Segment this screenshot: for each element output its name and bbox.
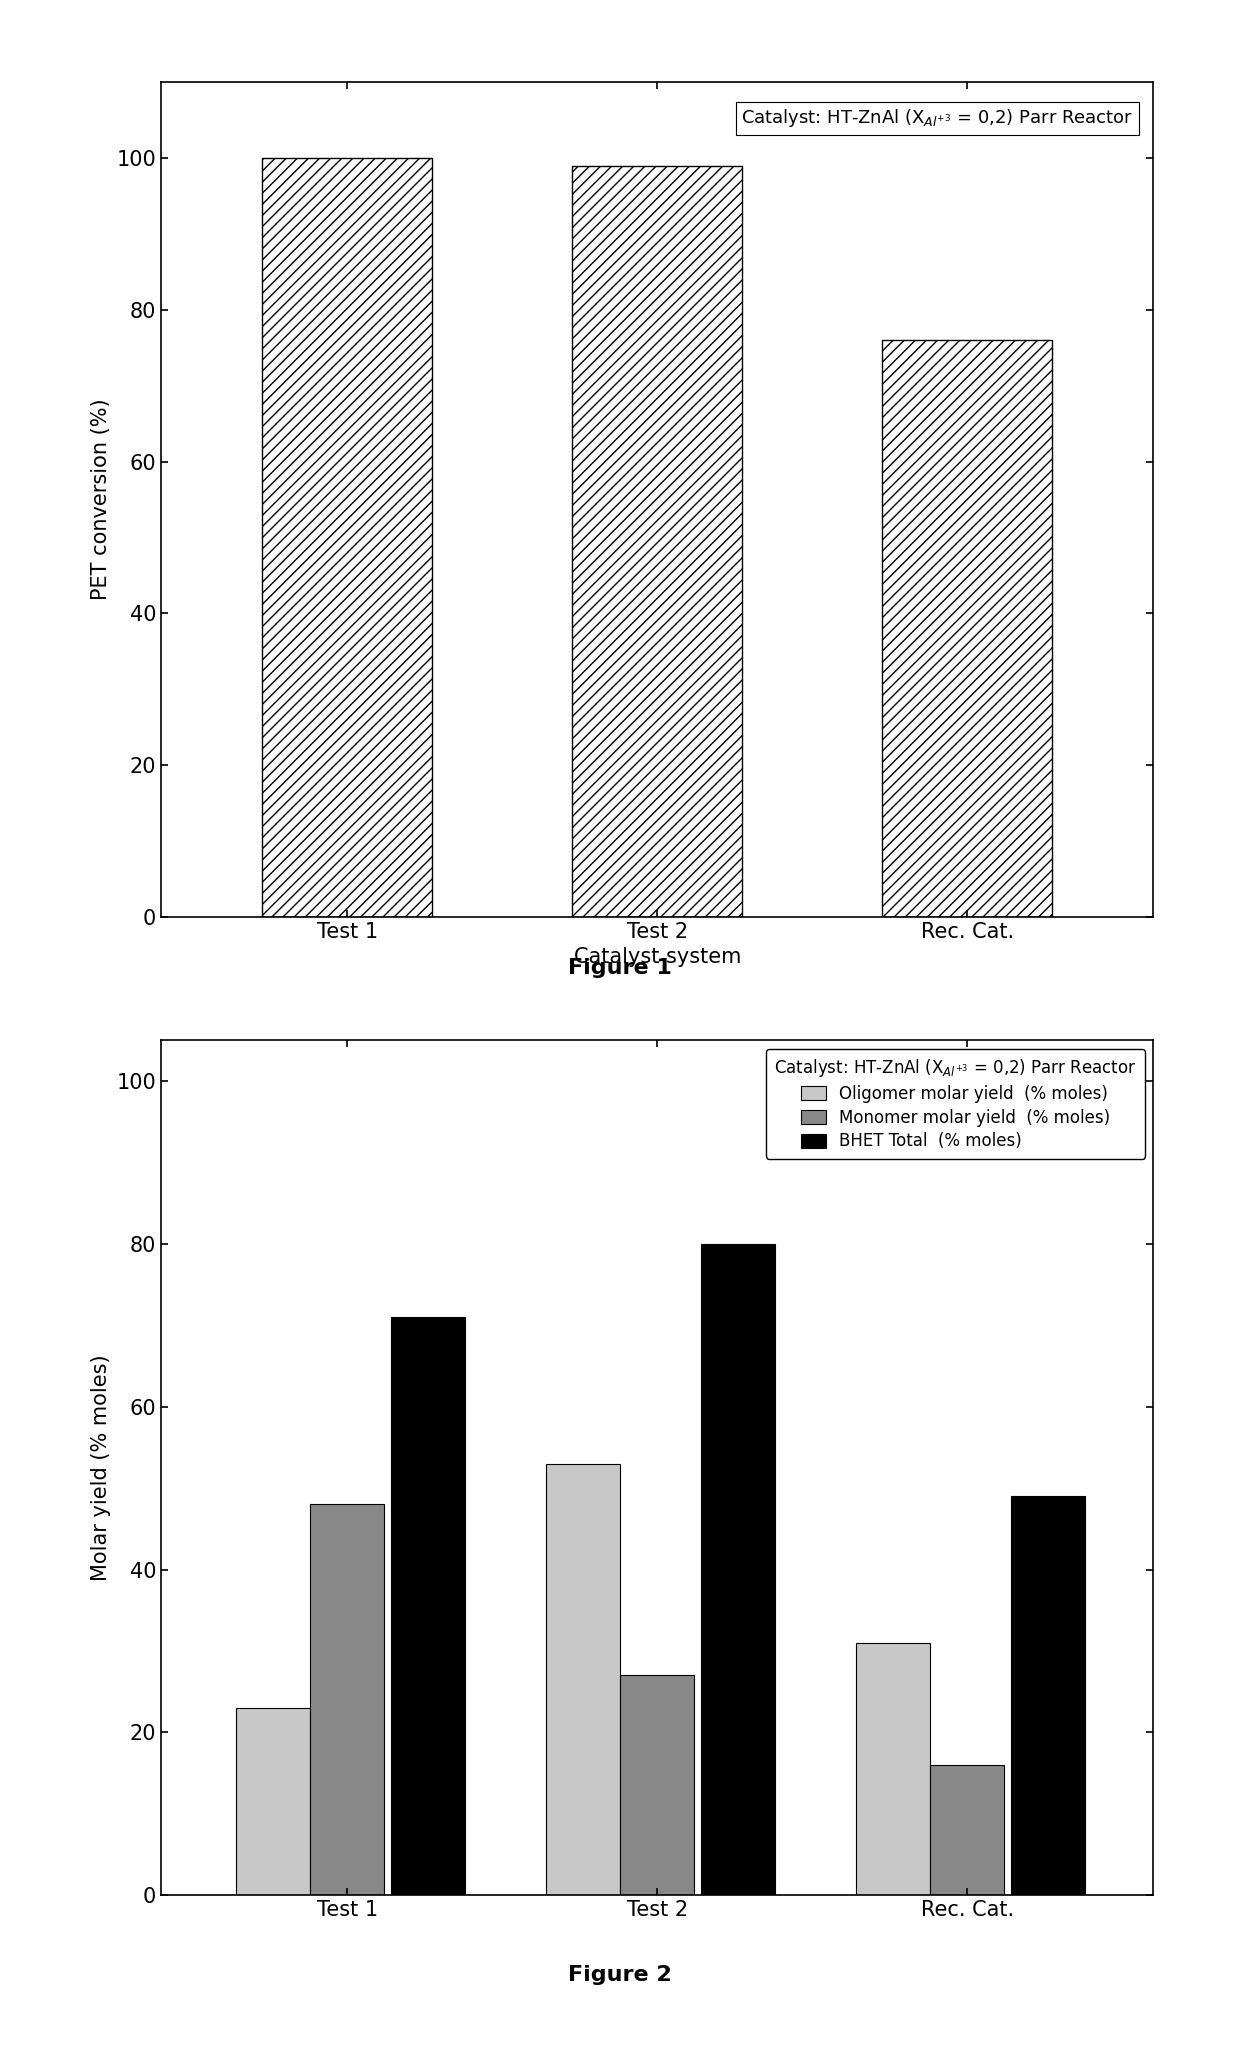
- Bar: [856, 1642, 930, 1895]
- Bar: [930, 1765, 1004, 1895]
- Bar: [546, 1465, 620, 1895]
- Text: Figure 2: Figure 2: [568, 1965, 672, 1986]
- Legend: Oligomer molar yield  (% moles), Monomer molar yield  (% moles), BHET Total  (% : Oligomer molar yield (% moles), Monomer …: [766, 1049, 1145, 1160]
- Bar: [882, 340, 1053, 917]
- Bar: [391, 1316, 465, 1895]
- Bar: [262, 159, 433, 917]
- Text: Figure 1: Figure 1: [568, 958, 672, 978]
- Bar: [236, 1708, 310, 1895]
- Bar: [572, 167, 743, 917]
- Bar: [701, 1244, 775, 1895]
- Y-axis label: Molar yield (% moles): Molar yield (% moles): [91, 1353, 112, 1582]
- Text: Catalyst: HT-ZnAl (X$_{Al^{+3}}$ = 0,2) Parr Reactor: Catalyst: HT-ZnAl (X$_{Al^{+3}}$ = 0,2) …: [742, 107, 1133, 130]
- Bar: [620, 1675, 694, 1895]
- Y-axis label: PET conversion (%): PET conversion (%): [91, 400, 112, 599]
- Bar: [1011, 1496, 1085, 1895]
- Bar: [310, 1504, 384, 1895]
- X-axis label: Catalyst system: Catalyst system: [574, 948, 740, 966]
